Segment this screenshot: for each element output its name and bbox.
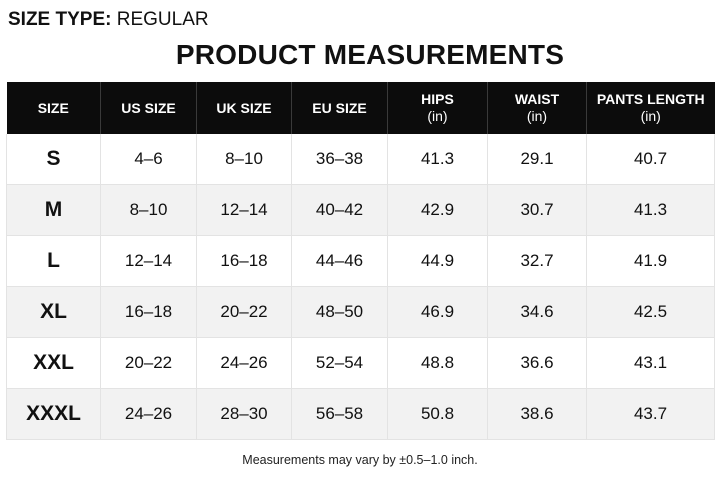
table-body: S 4–6 8–10 36–38 41.3 29.1 40.7 M 8–10 1… — [6, 134, 715, 440]
header-label: HIPS — [421, 91, 454, 107]
header-eu-size: EU SIZE — [291, 82, 388, 134]
header-label: SIZE — [37, 99, 69, 116]
table-row: S 4–6 8–10 36–38 41.3 29.1 40.7 — [6, 134, 715, 185]
header-unit: (in) — [640, 108, 661, 124]
header-hips: HIPS (in) — [387, 82, 488, 134]
measurements-table: SIZE US SIZE UK SIZE EU SIZE HIPS (in) W… — [6, 82, 715, 440]
eu-size-cell: 36–38 — [291, 134, 388, 185]
pants-length-cell: 42.5 — [586, 286, 715, 338]
waist-cell: 36.6 — [487, 337, 587, 389]
size-cell: M — [6, 184, 101, 236]
page-title: PRODUCT MEASUREMENTS — [175, 39, 565, 70]
size-type-value: REGULAR — [116, 9, 209, 30]
table-row: XXL 20–22 24–26 52–54 48.8 36.6 43.1 — [6, 337, 715, 389]
waist-cell: 29.1 — [487, 134, 587, 185]
uk-size-cell: 8–10 — [196, 134, 292, 185]
header-us-size: US SIZE — [100, 82, 197, 134]
header-size: SIZE — [6, 82, 101, 134]
header-waist: WAIST (in) — [487, 82, 587, 134]
hips-cell: 44.9 — [387, 235, 488, 287]
pants-length-cell: 41.3 — [586, 184, 715, 236]
uk-size-cell: 16–18 — [196, 235, 292, 287]
uk-size-cell: 24–26 — [196, 337, 292, 389]
us-size-cell: 4–6 — [100, 134, 197, 185]
uk-size-cell: 20–22 — [196, 286, 292, 338]
table-row: L 12–14 16–18 44–46 44.9 32.7 41.9 — [6, 235, 715, 287]
eu-size-cell: 56–58 — [291, 388, 388, 440]
size-cell: L — [6, 235, 101, 287]
header-label: WAIST — [514, 91, 560, 107]
pants-length-cell: 43.7 — [586, 388, 715, 440]
eu-size-cell: 48–50 — [291, 286, 388, 338]
us-size-cell: 24–26 — [100, 388, 197, 440]
eu-size-cell: 52–54 — [291, 337, 388, 389]
hips-cell: 46.9 — [387, 286, 488, 338]
us-size-cell: 20–22 — [100, 337, 197, 389]
waist-cell: 30.7 — [487, 184, 587, 236]
uk-size-cell: 12–14 — [196, 184, 292, 236]
pants-length-cell: 41.9 — [586, 235, 715, 287]
header-label: PANTS LENGTH — [596, 91, 705, 107]
size-cell: S — [6, 134, 101, 185]
uk-size-cell: 28–30 — [196, 388, 292, 440]
header-label: EU SIZE — [312, 99, 367, 116]
header-label: UK SIZE — [216, 99, 272, 116]
us-size-cell: 8–10 — [100, 184, 197, 236]
hips-cell: 50.8 — [387, 388, 488, 440]
header-row: SIZE US SIZE UK SIZE EU SIZE HIPS (in) W… — [6, 82, 715, 134]
table-row: XL 16–18 20–22 48–50 46.9 34.6 42.5 — [6, 286, 715, 338]
size-type-line: SIZE TYPE: REGULAR — [8, 8, 209, 32]
pants-length-cell: 43.1 — [586, 337, 715, 389]
us-size-cell: 12–14 — [100, 235, 197, 287]
size-chart: SIZE US SIZE UK SIZE EU SIZE HIPS (in) W… — [6, 82, 715, 444]
size-cell: XXL — [6, 337, 101, 389]
table-row: M 8–10 12–14 40–42 42.9 30.7 41.3 — [6, 184, 715, 236]
pants-length-cell: 40.7 — [586, 134, 715, 185]
hips-cell: 41.3 — [387, 134, 488, 185]
footnote: Measurements may vary by ±0.5–1.0 inch. — [242, 453, 478, 467]
header-pants-length: PANTS LENGTH (in) — [586, 82, 715, 134]
header-label: US SIZE — [121, 99, 176, 116]
header-unit: (in) — [526, 108, 548, 124]
us-size-cell: 16–18 — [100, 286, 197, 338]
size-cell: XXXL — [6, 388, 101, 440]
size-cell: XL — [6, 286, 101, 338]
waist-cell: 34.6 — [487, 286, 587, 338]
waist-cell: 32.7 — [487, 235, 587, 287]
table-header: SIZE US SIZE UK SIZE EU SIZE HIPS (in) W… — [6, 82, 715, 134]
hips-cell: 48.8 — [387, 337, 488, 389]
header-uk-size: UK SIZE — [196, 82, 292, 134]
eu-size-cell: 40–42 — [291, 184, 388, 236]
header-unit: (in) — [427, 108, 448, 124]
waist-cell: 38.6 — [487, 388, 587, 440]
hips-cell: 42.9 — [387, 184, 488, 236]
table-row: XXXL 24–26 28–30 56–58 50.8 38.6 43.7 — [6, 388, 715, 440]
eu-size-cell: 44–46 — [291, 235, 388, 287]
size-type-label: SIZE TYPE: — [8, 9, 112, 30]
